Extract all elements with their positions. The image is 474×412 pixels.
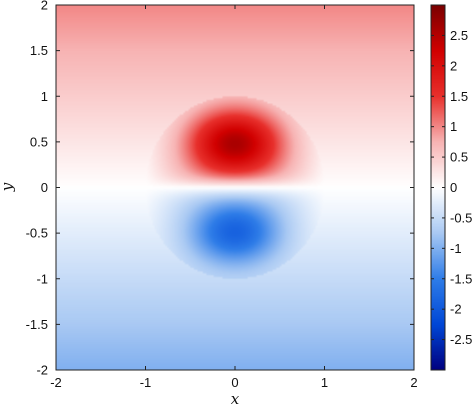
colorbar-ticks: -2.5 -2 -1.5 -1 -0.5 0 0.5 1 1.5 2 2.5: [431, 28, 472, 347]
colorbar-tick-label: 2: [450, 58, 457, 73]
y-tick-label: 0: [41, 180, 48, 195]
y-tick-label: -1.5: [26, 317, 48, 332]
x-axis-ticks: -2 -1 0 1 2: [50, 5, 418, 390]
x-tick-label: 0: [231, 375, 238, 390]
x-tick-label: 2: [410, 375, 417, 390]
colorbar-tick-label: -0.5: [450, 210, 472, 225]
x-tick-label: 1: [321, 375, 328, 390]
colorbar-tick-label: -1.5: [450, 271, 472, 286]
y-axis-ticks: -2 -1.5 -1 -0.5 0 0.5 1 1.5 2: [26, 0, 414, 378]
y-tick-label: 1.5: [30, 43, 48, 58]
colorbar-tick-label: -1: [450, 241, 462, 256]
x-tick-label: -1: [140, 375, 152, 390]
y-tick-label: 2: [41, 0, 48, 13]
y-tick-label: -2: [36, 363, 48, 378]
y-tick-label: -0.5: [26, 226, 48, 241]
colorbar-tick-label: 2.5: [450, 28, 468, 43]
colorbar: -2.5 -2 -1.5 -1 -0.5 0 0.5 1 1.5 2 2.5: [430, 4, 472, 371]
plot-area: -2 -1 0 1 2 -2 -1.5 -1 -0.5 0 0.5 1 1.5 2 x y: [0, 0, 418, 408]
y-tick-label: 1: [41, 89, 48, 104]
colorbar-tick-label: -2: [450, 302, 462, 317]
colorbar-tick-label: -2.5: [450, 332, 472, 347]
x-axis-label: x: [231, 390, 240, 408]
x-tick-label: -2: [50, 375, 62, 390]
colorbar-tick-label: 1: [450, 119, 457, 134]
y-tick-label: -1: [36, 271, 48, 286]
heatmap-field: [56, 5, 414, 370]
colorbar-tick-label: 1.5: [450, 89, 468, 104]
colorbar-tick-label: 0.5: [450, 150, 468, 165]
colorbar-gradient: [431, 5, 445, 370]
y-axis-label: y: [0, 182, 16, 192]
colorbar-tick-label: 0: [450, 180, 457, 195]
y-tick-label: 0.5: [30, 134, 48, 149]
